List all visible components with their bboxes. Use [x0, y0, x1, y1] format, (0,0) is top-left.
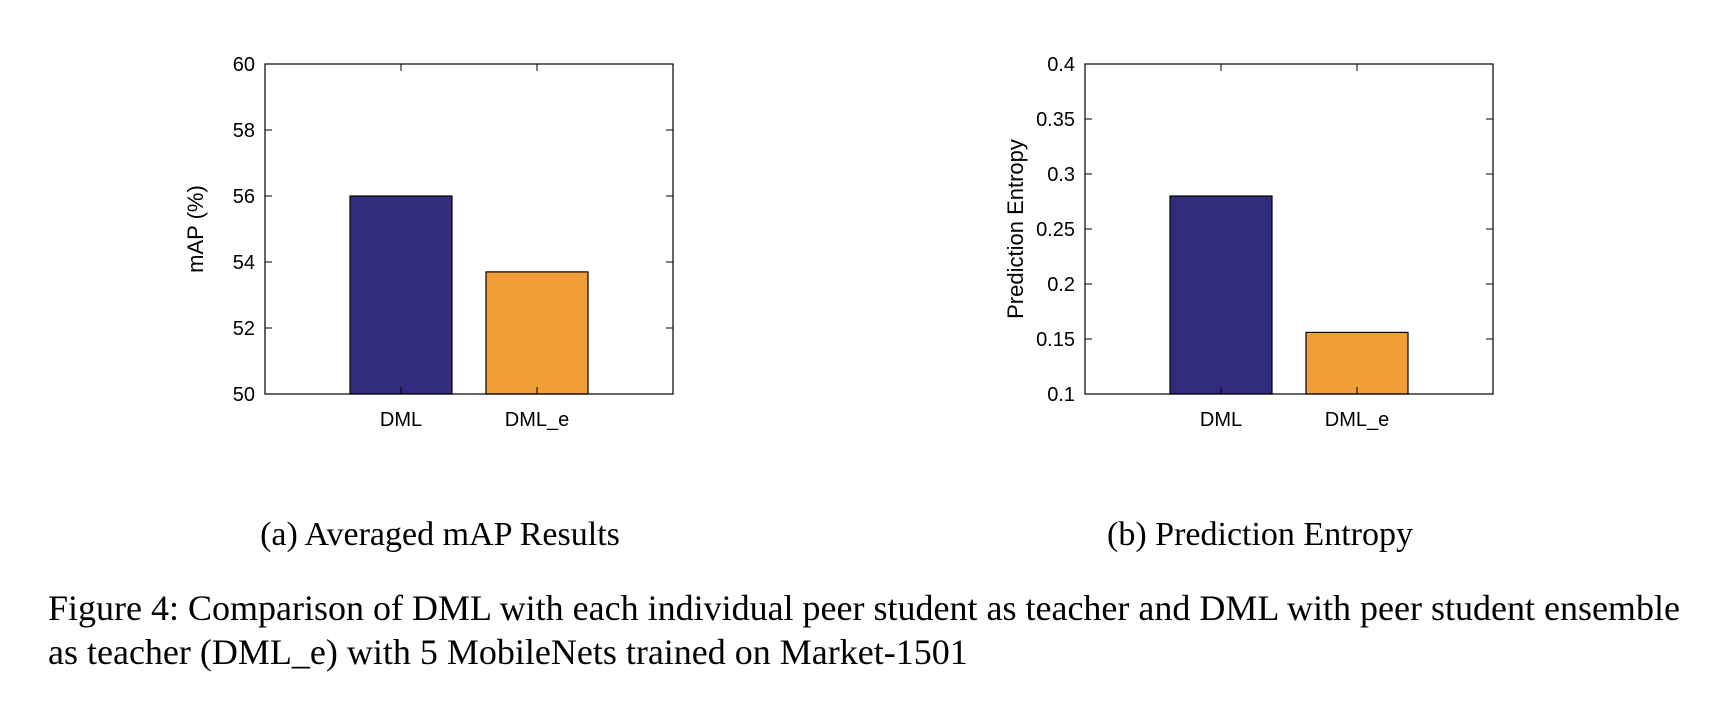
plot-frame	[1084, 63, 1494, 395]
y-tick-label: 0.3	[1047, 164, 1075, 186]
plot-frame	[264, 63, 674, 395]
y-tick-label: 0.15	[1036, 329, 1075, 351]
subcaption-a: (a) Averaged mAP Results	[260, 516, 620, 553]
x-tick-label: DML	[1200, 409, 1242, 431]
y-tick-label: 0.2	[1047, 274, 1075, 296]
y-tick-label: 58	[233, 120, 255, 142]
y-tick-label: 52	[233, 318, 255, 340]
y-tick-label: 0.25	[1036, 219, 1075, 241]
y-tick-label: 50	[233, 384, 255, 406]
x-tick-label: DML_e	[1325, 409, 1389, 431]
chart-a: 50 52 54 56 58 60 DML DML_e mAP (%)	[183, 54, 674, 431]
figure-caption: Figure 4: Comparison of DML with each in…	[48, 588, 1680, 672]
bar-dml-e	[485, 271, 589, 395]
y-tick-label: 0.1	[1047, 384, 1075, 406]
bar-dml-e	[1305, 331, 1409, 395]
x-tick-label: DML	[380, 409, 422, 431]
y-axis-label: mAP (%)	[183, 185, 208, 273]
y-tick-label: 60	[233, 54, 255, 76]
x-tick-label: DML_e	[505, 409, 569, 431]
y-tick-label: 54	[233, 252, 255, 274]
bar-dml	[1169, 195, 1273, 395]
subcaption-b: (b) Prediction Entropy	[1107, 516, 1413, 553]
bar-dml	[349, 195, 453, 395]
y-tick-label: 0.4	[1047, 54, 1075, 76]
y-tick-label: 56	[233, 186, 255, 208]
y-tick-label: 0.35	[1036, 109, 1075, 131]
y-axis-label: Prediction Entropy	[1003, 139, 1028, 319]
chart-b: 0.1 0.15 0.2 0.25 0.3 0.35 0.4 DML DML_e Predicti…	[1003, 54, 1494, 431]
